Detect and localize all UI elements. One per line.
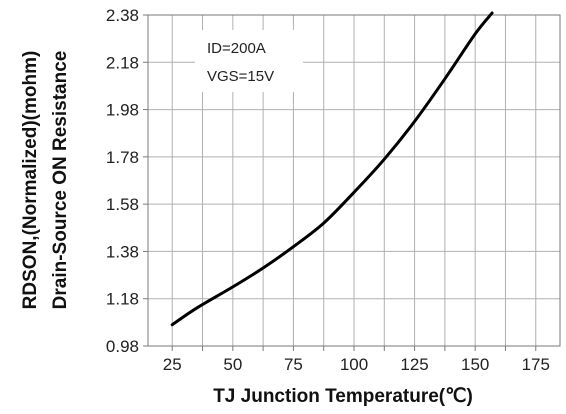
x-axis-ticks: 25 50 75 100 125 150 175 [163,346,550,374]
x-tick-label: 25 [163,355,182,374]
y-axis-title-line1: RDSON,(Normalized)(mohm) [20,51,41,310]
y-tick-label: 1.38 [106,242,139,261]
annotation-box [195,30,303,92]
annotation-vgs: VGS=15V [207,68,274,85]
y-axis-ticks: 0.98 1.18 1.38 1.58 1.78 1.98 2.18 2.38 [106,6,148,356]
y-tick-label: 2.18 [106,53,139,72]
annotation-id: ID=200A [207,40,266,57]
x-tick-label: 150 [461,355,489,374]
y-tick-label: 1.18 [106,290,139,309]
x-tick-label: 125 [400,355,428,374]
y-tick-label: 2.38 [106,6,139,25]
y-axis-title-line2: Drain-Source ON Resistance [50,51,71,310]
x-tick-label: 175 [522,355,550,374]
x-axis-title: TJ Junction Temperature(℃) [213,386,473,407]
y-tick-label: 1.98 [106,101,139,120]
series-line [170,11,494,327]
y-tick-label: 0.98 [106,337,139,356]
y-tick-label: 1.78 [106,148,139,167]
y-tick-label: 1.58 [106,195,139,214]
x-tick-label: 100 [340,355,368,374]
x-tick-label: 75 [284,355,303,374]
x-tick-label: 50 [223,355,242,374]
